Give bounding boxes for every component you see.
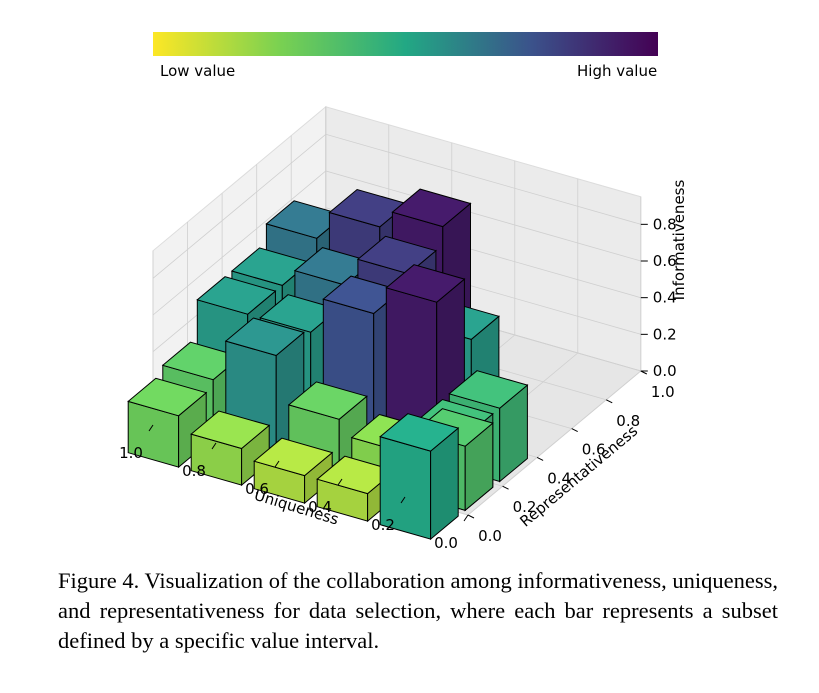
bar-top-face [379,413,460,452]
bar-top-face [287,381,368,420]
y-tick [536,456,544,461]
bar-top-face [224,317,305,357]
bar-top-face [127,377,208,417]
x-tick-label: 0.2 [371,516,395,534]
z-tick-label: 0.4 [653,289,677,307]
colorbar-low-label: Low value [160,62,236,80]
x-tick [211,442,217,450]
bar-top-face [391,188,472,228]
x-tick-label: 0.8 [182,462,206,480]
x-tick-label: 1.0 [119,444,143,462]
y-tick-label: 0.4 [547,469,571,487]
y-tick [467,514,475,519]
bar-top-face [448,370,529,409]
y-tick [502,485,509,490]
bar-top-face [385,264,466,303]
x-tick [337,478,343,486]
gridline [152,133,641,279]
y-tick-label: 0.8 [616,412,640,430]
x-tick [274,460,280,468]
bar-top-face [196,276,277,315]
y-tick-label: 0.6 [582,441,606,459]
y-tick [571,428,578,433]
bar-18 [253,437,334,505]
colorbar [153,32,658,56]
bar-top-face [253,437,334,477]
x-tick-label: 0.0 [434,534,458,552]
bar-22 [379,413,460,541]
gridline [152,170,641,316]
z-axis-label: Informativeness [670,180,688,301]
x-tick-label: 0.4 [308,498,332,516]
colorbar-high-label: High value [577,62,658,80]
x-tick [148,424,154,432]
x-tick [463,514,469,522]
y-tick [606,399,613,404]
bar-15 [190,410,271,487]
bar-21 [316,455,397,523]
y-tick-label: 0.0 [478,527,502,545]
figure-caption: Figure 4. Visualization of the collabora… [58,568,778,653]
y-tick-label: 1.0 [651,383,675,401]
z-tick-label: 0.0 [653,362,677,380]
bar-top-face [356,235,437,275]
z-tick-label: 0.8 [653,215,677,233]
z-tick-label: 0.6 [653,252,677,270]
bar-top-face [190,410,271,450]
y-tick-label: 0.2 [513,498,537,516]
x-tick [400,496,406,504]
x-tick-label: 0.6 [245,480,269,498]
z-tick-label: 0.2 [653,325,677,343]
